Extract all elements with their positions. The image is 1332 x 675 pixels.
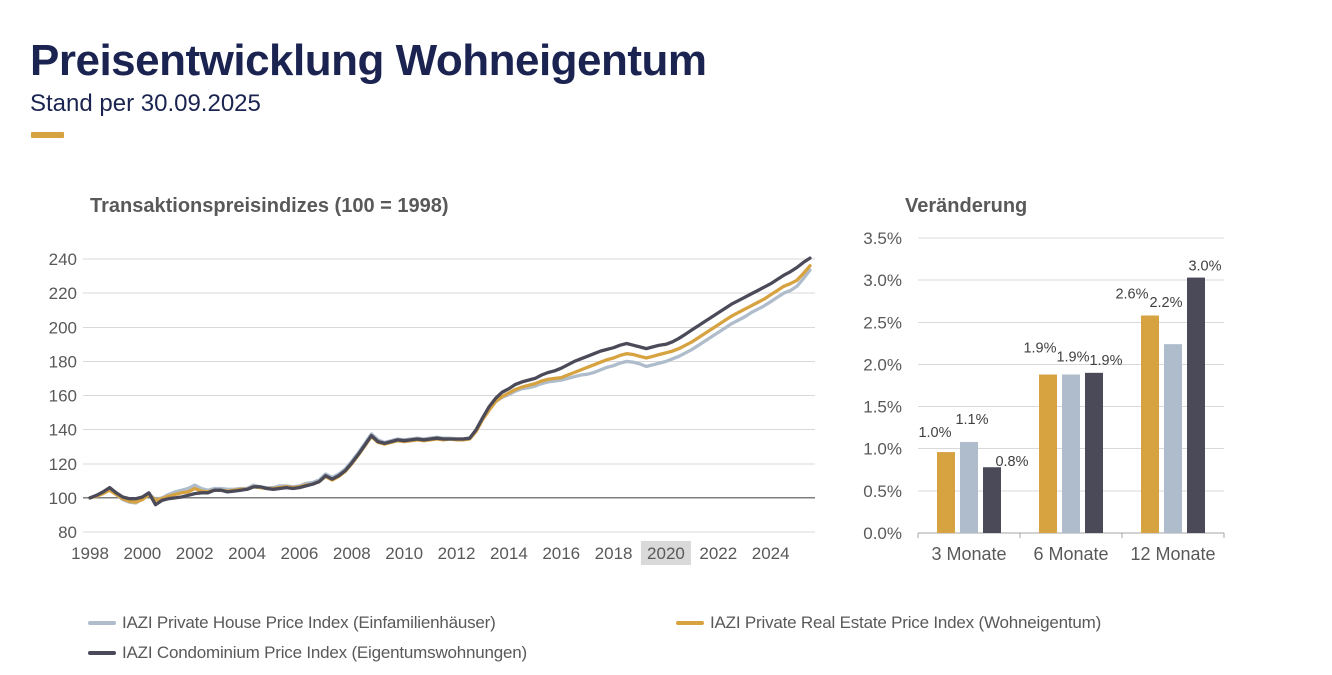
x-axis-label: 2004 bbox=[228, 544, 266, 563]
y-axis-label: 0.5% bbox=[863, 482, 902, 501]
bar-condo bbox=[983, 467, 1001, 533]
category-label: 3 Monate bbox=[931, 544, 1006, 564]
y-axis-label: 1.5% bbox=[863, 398, 902, 417]
bar-house bbox=[1062, 374, 1080, 533]
y-axis-label: 220 bbox=[49, 284, 77, 303]
bar-value-label: 1.9% bbox=[1023, 341, 1056, 357]
legend-label-realestate: IAZI Private Real Estate Price Index (Wo… bbox=[710, 613, 1102, 632]
legend-item-house: IAZI Private House Price Index (Einfamil… bbox=[88, 611, 496, 635]
bar-house bbox=[960, 441, 978, 533]
line-chart-svg: 80 100 120 140 160 180 200 220 240 1998 2000 2002 20… bbox=[49, 250, 815, 565]
bar-realestate bbox=[1141, 315, 1159, 533]
bar-realestate bbox=[1039, 374, 1057, 533]
x-axis-label: 2014 bbox=[490, 544, 528, 563]
bar-value-label: 0.8% bbox=[995, 454, 1028, 470]
y-axis-label: 3.0% bbox=[863, 271, 902, 290]
legend-swatch-house-line bbox=[88, 621, 116, 625]
page-title: Preisentwicklung Wohneigentum bbox=[30, 36, 707, 85]
legend-label-house: IAZI Private House Price Index (Einfamil… bbox=[122, 613, 496, 632]
y-axis-label: 100 bbox=[49, 489, 77, 508]
bar-value-label: 1.1% bbox=[955, 412, 988, 428]
legend-swatch-condo-line bbox=[88, 651, 116, 655]
x-axis-label: 2000 bbox=[123, 544, 161, 563]
bar-condo bbox=[1187, 277, 1205, 533]
x-axis-label: 2008 bbox=[333, 544, 371, 563]
line-chart-title: Transaktionspreisindizes (100 = 1998) bbox=[90, 195, 449, 217]
legend-swatch-realestate-line bbox=[676, 621, 704, 625]
y-axis-label: 0.0% bbox=[863, 524, 902, 543]
x-axis-label: 2006 bbox=[281, 544, 319, 563]
series-line-realestate bbox=[88, 264, 812, 504]
x-axis-highlight bbox=[640, 541, 691, 565]
y-axis-label: 160 bbox=[49, 387, 77, 406]
legend-item-condo: IAZI Condominium Price Index (Eigentumsw… bbox=[88, 641, 527, 665]
category-label: 12 Monate bbox=[1130, 544, 1215, 564]
y-axis-label: 120 bbox=[49, 455, 77, 474]
series-line-condo bbox=[88, 256, 812, 507]
bar-house bbox=[1164, 344, 1182, 533]
y-axis-label: 3.5% bbox=[863, 232, 902, 248]
y-axis-label: 2.5% bbox=[863, 313, 902, 332]
legend-label-condo: IAZI Condominium Price Index (Eigentumsw… bbox=[122, 643, 528, 662]
x-axis-label: 2010 bbox=[385, 544, 423, 563]
x-axis-label: 2020 bbox=[647, 544, 685, 563]
series-line-house bbox=[88, 268, 812, 505]
category-label: 6 Monate bbox=[1033, 544, 1108, 564]
y-axis-label: 140 bbox=[49, 421, 77, 440]
bar-value-label: 2.6% bbox=[1115, 287, 1148, 303]
x-axis-label: 2022 bbox=[699, 544, 737, 563]
x-axis-label: 2018 bbox=[595, 544, 633, 563]
page-subtitle: Stand per 30.09.2025 bbox=[30, 90, 261, 117]
bar-chart-title: Veränderung bbox=[905, 195, 1028, 217]
y-axis-label: 240 bbox=[49, 250, 77, 269]
bar-value-label: 3.0% bbox=[1188, 259, 1221, 275]
bar-realestate bbox=[937, 452, 955, 533]
accent-dash bbox=[31, 132, 64, 138]
x-axis-label: 1998 bbox=[71, 544, 109, 563]
bar-value-label: 1.0% bbox=[918, 425, 951, 441]
y-axis-label: 2.0% bbox=[863, 355, 902, 374]
y-axis-label: 200 bbox=[49, 318, 77, 337]
bar-value-label: 1.9% bbox=[1056, 350, 1089, 366]
y-axis-label: 80 bbox=[58, 523, 77, 542]
x-axis-label: 2002 bbox=[176, 544, 214, 563]
x-axis-label: 2024 bbox=[752, 544, 790, 563]
bar-chart-svg: 3.5%3.0%2.5%2.0%1.5%1.0%0.5%0.0%1.0%1.1%… bbox=[863, 232, 1225, 564]
y-axis-label: 1.0% bbox=[863, 440, 902, 459]
y-axis-label: 180 bbox=[49, 352, 77, 371]
x-axis-label: 2016 bbox=[542, 544, 580, 563]
bar-condo bbox=[1085, 372, 1103, 533]
legend-item-realestate: IAZI Private Real Estate Price Index (Wo… bbox=[676, 611, 1101, 635]
x-axis-label: 2012 bbox=[438, 544, 476, 563]
bar-value-label: 2.2% bbox=[1149, 295, 1182, 311]
bar-value-label: 1.9% bbox=[1089, 353, 1122, 369]
